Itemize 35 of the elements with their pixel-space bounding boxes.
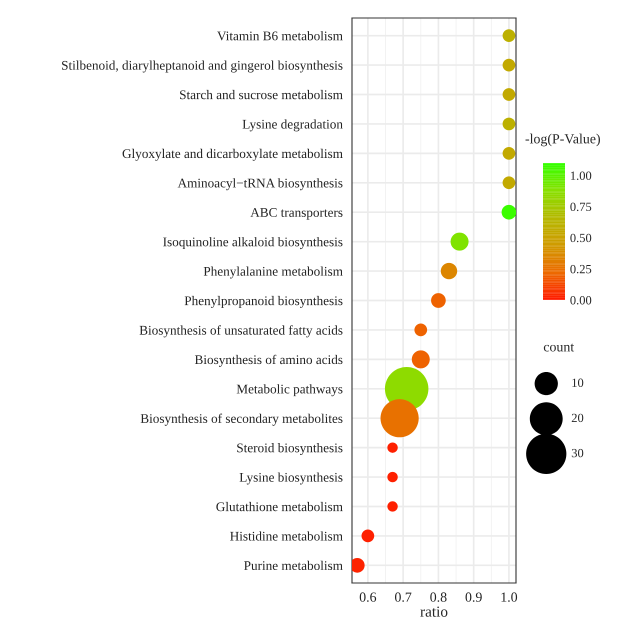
y-tick-label: Glyoxylate and dicarboxylate metabolism (122, 148, 343, 161)
y-tick-label: Histidine metabolism (230, 531, 343, 541)
y-tick-label: Steroid biosynthesis (237, 443, 342, 456)
legend-label: 10 (572, 378, 584, 387)
y-tick-label: Aminoacyl−tRNA biosynthesis (178, 178, 342, 190)
y-tick-label: Vitamin B6 metabolism (217, 31, 343, 40)
y-tick-label: ABC transporters (250, 208, 342, 220)
y-tick-label: Glutathione metabolism (216, 502, 343, 512)
y-tick-label: Biosynthesis of amino acids (194, 354, 342, 367)
y-tick-label: Isoquinoline alkaloid biosynthesis (163, 237, 342, 250)
x-tick-label: 0.6 (360, 592, 376, 602)
y-tick-label: Biosynthesis of secondary metabolites (140, 414, 342, 426)
color-bar-label: 0.50 (570, 234, 592, 242)
x-axis-title: ratio (420, 606, 448, 617)
color-bar-label: 1.00 (570, 171, 592, 180)
legend-title: count (544, 344, 574, 352)
color-bar-label: 0.75 (570, 202, 592, 212)
x-tick-label: 0.7 (394, 592, 412, 602)
y-tick-label: Lysine degradation (242, 119, 343, 132)
color-bar-label: 0.00 (570, 296, 592, 305)
y-tick-label: Biosynthesis of unsaturated fatty acids (140, 325, 342, 338)
y-tick-label: Phenylalanine metabolism (204, 266, 343, 278)
y-tick-label: Metabolic pathways (236, 384, 342, 396)
legend-label: 30 (572, 448, 584, 458)
color-bar-label: 0.25 (570, 264, 592, 274)
x-tick-label: 0.9 (466, 592, 482, 602)
legend-label: 20 (572, 414, 584, 422)
color-bar-title: -log(P-Value) (526, 134, 600, 146)
y-tick-label: Lysine biosynthesis (240, 472, 342, 484)
y-tick-label: Phenylpropanoid biosynthesis (184, 296, 342, 308)
x-tick-label: 0.8 (430, 592, 447, 602)
y-tick-label: Stilbenoid, diarylheptanoid and gingerol biosynthesis (62, 60, 342, 73)
x-tick-label: 1.0 (501, 592, 518, 602)
y-tick-label: Purine metabolism (244, 560, 343, 570)
y-tick-label: Starch and sucrose metabolism (180, 90, 343, 100)
